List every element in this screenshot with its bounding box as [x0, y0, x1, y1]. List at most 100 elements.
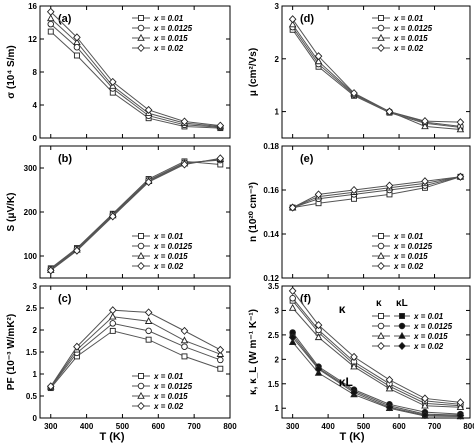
y-axis-title: S (μV/K)	[6, 193, 17, 232]
series-line-0	[292, 176, 461, 209]
legend-marker	[377, 33, 385, 41]
legend-marker	[378, 233, 384, 239]
y-tick-label: 8	[33, 68, 38, 77]
data-point	[314, 190, 323, 199]
plot-frame	[39, 285, 231, 419]
data-point	[109, 320, 117, 327]
series-line-1	[50, 322, 221, 388]
y-tick-label: 3	[275, 2, 280, 11]
y-tick-label: 3.5	[268, 282, 280, 291]
data-point	[288, 303, 297, 311]
data-point	[421, 394, 429, 403]
legend-label: x = 0.015	[413, 332, 448, 341]
data-point	[314, 333, 323, 341]
y-axis-title: n (10²⁰ cm⁻³)	[248, 182, 259, 242]
data-point	[456, 403, 465, 410]
data-point	[73, 246, 81, 255]
series-line-1	[50, 159, 221, 270]
legend-label: x = 0.02	[413, 342, 444, 351]
data-point	[73, 342, 81, 351]
x-tick-label: 800	[463, 422, 474, 431]
data-point	[181, 343, 188, 350]
series-line-3	[292, 176, 461, 209]
data-point	[350, 185, 358, 195]
data-point	[385, 375, 394, 384]
plot-frame	[281, 145, 471, 279]
data-point	[144, 317, 153, 324]
series-line-3	[50, 11, 221, 127]
series-line-2	[292, 24, 461, 131]
data-point	[181, 353, 188, 360]
x-tick-label: 300	[44, 422, 58, 431]
data-point	[47, 20, 55, 28]
legend-marker	[138, 15, 144, 21]
legend-label: x = 0.0125	[153, 382, 193, 391]
data-point	[216, 154, 225, 163]
series-line-4	[292, 334, 461, 416]
data-point	[385, 181, 394, 190]
data-point	[421, 411, 429, 420]
legend-marker	[378, 15, 384, 21]
legend-marker	[399, 313, 405, 319]
y-tick-label: 16	[28, 2, 37, 11]
y-tick-label: 0.5	[26, 392, 38, 401]
y-tick-label: 1	[275, 108, 280, 117]
legend-marker	[138, 373, 144, 379]
data-point	[145, 327, 152, 335]
data-point	[314, 57, 323, 65]
data-point	[350, 89, 358, 98]
legend-label: x = 0.015	[153, 392, 188, 401]
legend-label: x = 0.01	[413, 312, 444, 321]
data-point	[180, 326, 189, 335]
legend-marker	[377, 251, 385, 259]
y-tick-label: 3	[275, 306, 280, 315]
legend-label: x = 0.0125	[153, 24, 193, 33]
legend-marker	[137, 382, 145, 390]
data-point	[108, 77, 117, 86]
panel-label: (e)	[300, 153, 314, 165]
data-point	[385, 384, 394, 392]
data-point	[180, 160, 189, 169]
y-axis-title: σ (10⁴ S/m)	[6, 45, 17, 98]
data-point	[456, 125, 465, 133]
series-line-6	[292, 341, 461, 418]
x-tick-label: 500	[357, 422, 371, 431]
data-point	[350, 352, 358, 361]
series-line-3	[50, 157, 221, 271]
x-tick-label: 500	[116, 422, 130, 431]
plot-frame	[39, 145, 231, 279]
panel-label: (f)	[300, 293, 311, 305]
y-tick-label: 2	[275, 355, 280, 364]
y-tick-label: 0.16	[263, 186, 279, 195]
data-point	[350, 388, 358, 397]
data-point	[314, 52, 323, 61]
data-point	[46, 14, 55, 22]
data-point	[456, 172, 465, 181]
legend-label: x = 0.01	[393, 232, 424, 241]
data-point	[108, 306, 117, 315]
data-point	[421, 177, 429, 186]
legend-marker	[137, 24, 145, 32]
legend-label: x = 0.01	[393, 14, 424, 23]
series-line-0	[50, 330, 221, 389]
legend-marker	[378, 313, 384, 319]
data-point	[47, 28, 54, 35]
legend-label: x = 0.015	[153, 252, 188, 261]
y-tick-label: 300	[24, 164, 38, 173]
legend-marker	[398, 341, 406, 351]
data-point	[350, 362, 358, 370]
legend-marker	[138, 233, 144, 239]
plot-frame	[281, 5, 471, 139]
legend-label: x = 0.0125	[393, 242, 433, 251]
data-point	[289, 294, 296, 302]
legend-label: x = 0.01	[153, 232, 184, 241]
plot-frame	[281, 285, 471, 419]
legend-label: x = 0.01	[153, 14, 184, 23]
y-tick-label: 1.5	[26, 348, 38, 357]
data-point	[217, 356, 224, 364]
data-point	[109, 312, 117, 320]
y-tick-label: 0.12	[263, 274, 279, 283]
chart-panel-f: 1 1.5 2 2.5 3 3.5 300 400 500 600 700 800 κ, κ_L (W …	[248, 282, 474, 431]
legend-label: x = 0.015	[393, 34, 428, 43]
